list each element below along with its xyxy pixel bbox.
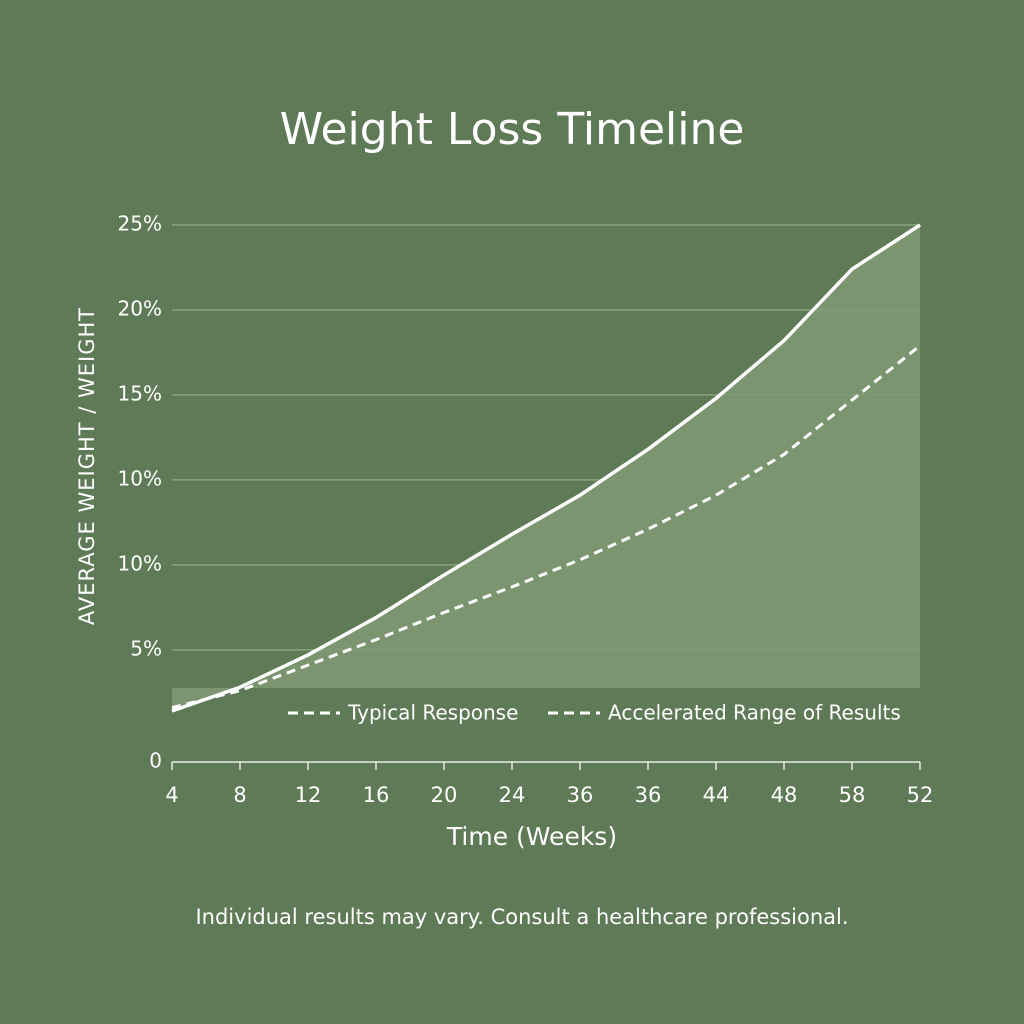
x-tick-label: 16	[363, 783, 390, 807]
area	[172, 225, 920, 712]
x-axis-label: Time (Weeks)	[446, 822, 617, 851]
x-tick-label: 24	[499, 783, 526, 807]
x-tick-label: 58	[839, 783, 866, 807]
x-tick-label: 12	[295, 783, 322, 807]
y-tick-label: 25%	[118, 212, 162, 236]
chart-title: Weight Loss Timeline	[280, 104, 745, 155]
x-tick-label: 48	[771, 783, 798, 807]
y-tick-label: 0	[149, 749, 162, 773]
line	[171, 223, 921, 713]
legend-label: Typical Response	[347, 701, 518, 725]
y-tick-label: 15%	[118, 381, 162, 405]
x-tick-label: 4	[165, 783, 178, 807]
y-axis-label: AVERAGE WEIGHT / WEIGHT	[75, 307, 99, 625]
x-tick-label: 52	[907, 783, 934, 807]
x-tick-label: 20	[431, 783, 458, 807]
x-tick-label: 44	[703, 783, 730, 807]
y-tick-label: 10%	[118, 466, 162, 490]
y-tick-label: 5%	[130, 636, 162, 660]
y-tick-label: 10%	[118, 551, 162, 575]
footnote: Individual results may vary. Consult a h…	[195, 905, 848, 929]
x-tick-label: 36	[635, 783, 662, 807]
y-tick-label: 20%	[118, 296, 162, 320]
x-tick-label: 8	[233, 783, 246, 807]
x-tick-label: 36	[567, 783, 594, 807]
line	[171, 344, 921, 710]
legend-label: Accelerated Range of Results	[608, 701, 901, 725]
